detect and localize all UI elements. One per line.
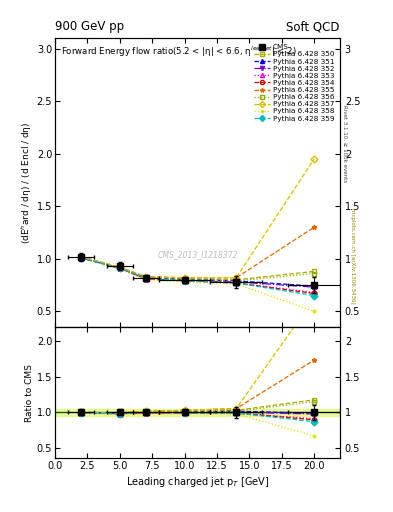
Pythia 6.428 355 — [118, 264, 122, 270]
Pythia 6.428 356 — [182, 276, 187, 283]
Pythia 6.428 351 — [79, 254, 83, 261]
Pythia 6.428 350 — [234, 276, 239, 283]
Pythia 6.428 354 — [143, 275, 148, 282]
Line: Pythia 6.428 356: Pythia 6.428 356 — [79, 255, 316, 283]
Text: mcplots.cern.ch [arXiv:1306.3436]: mcplots.cern.ch [arXiv:1306.3436] — [350, 208, 355, 304]
Pythia 6.428 355 — [182, 274, 187, 281]
Line: Pythia 6.428 355: Pythia 6.428 355 — [79, 225, 316, 280]
Text: Forward Energy flow ratio(5.2 < |η| < 6.6, η$^{leadjet}$| < 2): Forward Energy flow ratio(5.2 < |η| < 6.… — [61, 44, 297, 58]
Pythia 6.428 350 — [143, 274, 148, 281]
Pythia 6.428 356 — [79, 254, 83, 261]
Pythia 6.428 354 — [79, 254, 83, 261]
Pythia 6.428 358 — [118, 266, 122, 272]
Pythia 6.428 350 — [312, 268, 316, 274]
Pythia 6.428 356 — [143, 274, 148, 281]
Pythia 6.428 357 — [79, 253, 83, 260]
Pythia 6.428 351 — [182, 276, 187, 283]
Text: Rivet 3.1.10, ≥ 100k events: Rivet 3.1.10, ≥ 100k events — [343, 105, 348, 182]
Pythia 6.428 356 — [234, 278, 239, 284]
Line: Pythia 6.428 354: Pythia 6.428 354 — [79, 255, 316, 296]
Pythia 6.428 352 — [143, 275, 148, 282]
Pythia 6.428 359 — [182, 278, 187, 284]
Pythia 6.428 359 — [79, 254, 83, 261]
Pythia 6.428 350 — [118, 265, 122, 271]
Pythia 6.428 359 — [143, 274, 148, 281]
Pythia 6.428 352 — [312, 284, 316, 290]
Pythia 6.428 351 — [118, 265, 122, 271]
Pythia 6.428 354 — [118, 265, 122, 271]
Y-axis label: (dE$^{h}$ard / dη) / (d Encl / dη): (dE$^{h}$ard / dη) / (d Encl / dη) — [20, 121, 34, 244]
Pythia 6.428 356 — [118, 265, 122, 271]
Pythia 6.428 352 — [118, 265, 122, 271]
Pythia 6.428 355 — [234, 274, 239, 281]
Line: Pythia 6.428 353: Pythia 6.428 353 — [79, 255, 316, 295]
Line: Pythia 6.428 350: Pythia 6.428 350 — [79, 254, 316, 282]
Pythia 6.428 358 — [234, 281, 239, 287]
Pythia 6.428 351 — [234, 278, 239, 284]
Pythia 6.428 353 — [118, 265, 122, 271]
Pythia 6.428 358 — [312, 308, 316, 314]
Pythia 6.428 359 — [234, 280, 239, 286]
Pythia 6.428 356 — [312, 270, 316, 276]
Pythia 6.428 354 — [234, 280, 239, 286]
Pythia 6.428 359 — [118, 265, 122, 271]
Pythia 6.428 357 — [182, 274, 187, 281]
Pythia 6.428 354 — [182, 278, 187, 284]
Pythia 6.428 353 — [143, 275, 148, 282]
Pythia 6.428 355 — [79, 253, 83, 260]
Text: 900 GeV pp: 900 GeV pp — [55, 20, 124, 33]
Pythia 6.428 352 — [234, 279, 239, 285]
Pythia 6.428 351 — [143, 274, 148, 281]
Text: CMS_2013_I1218372: CMS_2013_I1218372 — [157, 250, 238, 260]
Line: Pythia 6.428 358: Pythia 6.428 358 — [79, 255, 316, 314]
Pythia 6.428 357 — [143, 273, 148, 280]
Pythia 6.428 353 — [312, 289, 316, 295]
Pythia 6.428 353 — [182, 278, 187, 284]
Pythia 6.428 353 — [79, 254, 83, 261]
Pythia 6.428 350 — [182, 275, 187, 282]
Text: Soft QCD: Soft QCD — [286, 20, 340, 33]
Pythia 6.428 353 — [234, 280, 239, 286]
Pythia 6.428 351 — [312, 283, 316, 289]
Pythia 6.428 350 — [79, 253, 83, 260]
Pythia 6.428 358 — [182, 279, 187, 285]
Line: Pythia 6.428 352: Pythia 6.428 352 — [79, 255, 316, 290]
Pythia 6.428 355 — [143, 273, 148, 280]
Pythia 6.428 354 — [312, 290, 316, 296]
X-axis label: Leading charged jet p$_{T}$ [GeV]: Leading charged jet p$_{T}$ [GeV] — [126, 475, 269, 489]
Pythia 6.428 355 — [312, 224, 316, 230]
Legend: CMS, Pythia 6.428 350, Pythia 6.428 351, Pythia 6.428 352, Pythia 6.428 353, Pyt: CMS, Pythia 6.428 350, Pythia 6.428 351,… — [252, 42, 336, 124]
Pythia 6.428 352 — [79, 254, 83, 261]
Line: Pythia 6.428 357: Pythia 6.428 357 — [79, 157, 316, 280]
Pythia 6.428 357 — [234, 274, 239, 281]
Pythia 6.428 352 — [182, 278, 187, 284]
Pythia 6.428 359 — [312, 292, 316, 298]
Line: Pythia 6.428 351: Pythia 6.428 351 — [79, 255, 316, 289]
Pythia 6.428 358 — [79, 254, 83, 261]
Pythia 6.428 357 — [118, 264, 122, 270]
Pythia 6.428 357 — [312, 156, 316, 162]
Y-axis label: Ratio to CMS: Ratio to CMS — [25, 364, 34, 421]
Line: Pythia 6.428 359: Pythia 6.428 359 — [79, 255, 316, 298]
Pythia 6.428 358 — [143, 276, 148, 283]
